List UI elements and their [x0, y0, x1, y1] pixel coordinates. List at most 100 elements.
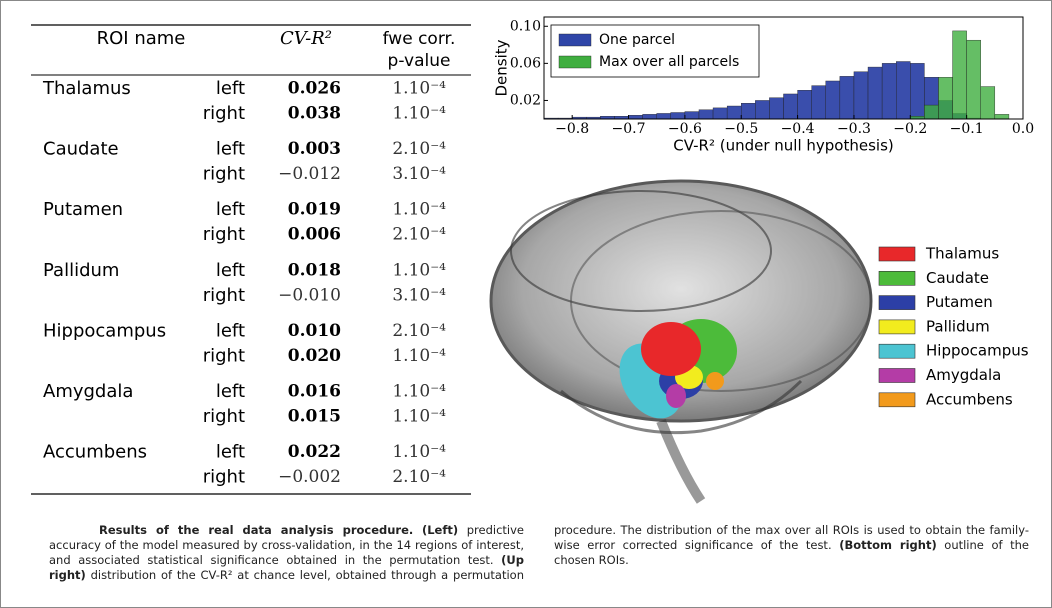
roi-name: Putamen	[43, 199, 123, 220]
caption-segment: outline of the chosen ROIs.	[554, 538, 1029, 567]
roi-swatch	[878, 392, 916, 408]
y-axis-label: Density	[493, 39, 511, 96]
p-value: 2.10⁻⁴	[392, 321, 446, 341]
p-value: 2.10⁻⁴	[392, 467, 446, 487]
histogram-bar	[853, 71, 869, 120]
p-value: 1.10⁻⁴	[392, 260, 446, 280]
p-value: 1.10⁻⁴	[392, 407, 446, 427]
histogram-bar	[656, 113, 671, 120]
cv-r2-value: 0.026	[288, 79, 341, 99]
roi-label: Thalamus	[925, 245, 999, 263]
x-tick-label: −0.5	[724, 121, 758, 137]
x-tick-label: −0.7	[612, 121, 646, 137]
p-value: 1.10⁻⁴	[392, 79, 446, 99]
cv-r2-value: 0.016	[288, 382, 341, 402]
caption: Results of the real data analysis proced…	[49, 523, 1029, 605]
cv-r2-value: −0.002	[278, 467, 341, 487]
plot-frame	[543, 16, 1024, 120]
table-header: CV-R²	[280, 28, 332, 49]
cv-r2-value: 0.018	[288, 260, 341, 280]
histogram-bar	[783, 93, 798, 120]
roi-label: Putamen	[926, 293, 993, 311]
legend-label: Max over all parcels	[599, 54, 739, 70]
roi-swatch	[878, 343, 916, 359]
cv-r2-value: 0.010	[288, 321, 341, 341]
histogram-bar	[797, 90, 812, 120]
histogram-bar	[628, 115, 643, 120]
roi-swatch	[878, 295, 916, 310]
cv-r2-value: −0.012	[278, 164, 341, 184]
x-tick-label: −0.2	[893, 121, 927, 137]
figure-graphics: ROI name CV-R² fwe corr. p-value Thalamus lef…	[31, 16, 1034, 504]
caption-segment: (Up right)	[49, 553, 524, 582]
roi-swatch	[878, 368, 916, 383]
histogram-bar	[910, 63, 925, 120]
cv-r2-value: 0.022	[288, 442, 341, 462]
roi-label: Hippocampus	[926, 342, 1029, 360]
histogram-bar	[684, 111, 700, 120]
side: left	[216, 320, 245, 341]
legend-swatch	[558, 55, 592, 69]
x-tick-label: 0.0	[1012, 121, 1034, 137]
side: right	[203, 164, 245, 185]
side: right	[203, 103, 245, 124]
p-value: 1.10⁻⁴	[392, 442, 446, 462]
histogram-bar	[755, 100, 770, 120]
roi-swatch	[878, 270, 916, 286]
side: left	[216, 78, 245, 99]
side: right	[203, 285, 245, 306]
legend-label: One parcel	[599, 32, 675, 48]
p-value: 1.10⁻⁴	[392, 104, 446, 124]
x-axis-label: CV-R² (under null hypothesis)	[673, 137, 894, 155]
caption-text: Results of the real data analysis proced…	[49, 523, 1029, 583]
side: right	[203, 406, 245, 427]
roi-label: Amygdala	[926, 366, 1001, 384]
table-header: ROI name	[97, 28, 186, 49]
histogram-bar	[670, 112, 686, 120]
histogram-bar	[769, 97, 784, 120]
histogram-bar	[811, 85, 826, 120]
histogram-bar	[924, 104, 939, 120]
x-tick-label: −0.3	[837, 121, 871, 137]
roi-swatch	[878, 246, 916, 262]
y-tick-label: 0.02	[510, 92, 541, 108]
histogram-bar	[966, 39, 981, 120]
side: left	[216, 260, 245, 281]
y-tick-label: 0.10	[510, 18, 541, 34]
cv-r2-value: 0.020	[288, 346, 341, 366]
histogram-bar	[867, 66, 883, 120]
histogram-bar	[980, 86, 996, 120]
cv-r2-value: 0.006	[288, 225, 341, 245]
histogram-bar	[896, 61, 911, 120]
histogram-bar	[825, 80, 841, 120]
side: left	[216, 442, 245, 463]
x-tick-label: −0.4	[781, 121, 815, 137]
cv-r2-value: 0.038	[288, 104, 341, 124]
caption-segment: predictive accuracy of the model measure…	[49, 523, 525, 567]
histogram-bar	[726, 105, 742, 120]
side: left	[216, 381, 245, 402]
roi-label: Caudate	[926, 269, 989, 287]
histogram-bar	[952, 30, 967, 120]
histogram-bar	[712, 107, 728, 120]
side: right	[203, 224, 245, 245]
legend-frame	[550, 24, 760, 78]
x-tick-label: −0.1	[950, 121, 984, 137]
roi-label: Accumbens	[926, 390, 1013, 408]
p-value: 3.10⁻⁴	[392, 285, 446, 305]
roi-name: Caudate	[43, 139, 119, 160]
caption-segment	[413, 523, 422, 537]
side: left	[216, 139, 245, 160]
brain-image	[489, 179, 873, 504]
p-value: 3.10⁻⁴	[392, 164, 446, 184]
cv-r2-value: 0.003	[288, 139, 341, 159]
histogram-bar	[839, 76, 855, 120]
legend-swatch	[558, 33, 592, 47]
x-tick-label: −0.6	[668, 121, 702, 137]
caption-segment: distribution of the CV-R² at chance leve…	[85, 523, 1029, 582]
roi-swatch	[878, 319, 916, 335]
roi-name: Hippocampus	[43, 320, 166, 341]
caption-segment: Results of the real data analysis proced…	[99, 523, 414, 537]
side: right	[203, 345, 245, 366]
